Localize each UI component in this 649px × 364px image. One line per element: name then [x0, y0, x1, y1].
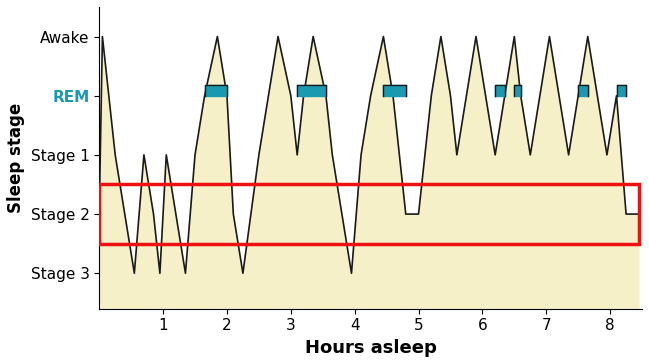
Polygon shape — [99, 36, 639, 309]
X-axis label: Hours asleep: Hours asleep — [304, 339, 437, 357]
Bar — [99, 185, 639, 244]
Y-axis label: Sleep stage: Sleep stage — [7, 103, 25, 213]
